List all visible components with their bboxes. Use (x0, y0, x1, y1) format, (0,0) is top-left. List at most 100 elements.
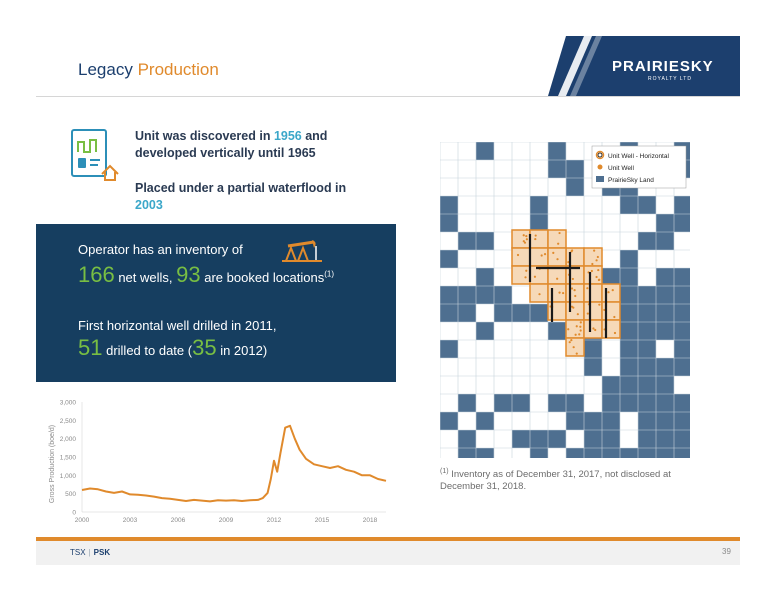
unit-well (558, 231, 561, 235)
land-parcel (476, 286, 494, 304)
unit-well (570, 287, 574, 290)
land-parcel (656, 430, 674, 448)
intro-text: Unit was discovered in (135, 129, 274, 143)
land-parcel (656, 268, 674, 286)
land-parcel (602, 430, 620, 448)
land-parcel (440, 304, 458, 322)
title-accent: Production (137, 60, 219, 79)
land-parcel (674, 268, 690, 286)
inventory-panel (36, 224, 396, 382)
ticker-separator: | (88, 548, 91, 557)
unit-well (572, 346, 575, 349)
land-parcel (638, 322, 656, 340)
unit-well (540, 254, 543, 257)
unit-well (597, 268, 600, 272)
legend-land-label: PrairieSky Land (608, 177, 654, 184)
unit-section (583, 265, 603, 285)
land-parcel (458, 286, 476, 304)
land-parcel (674, 340, 690, 358)
unit-well (579, 321, 582, 324)
unit-well (534, 237, 537, 241)
land-parcel (548, 322, 566, 340)
unit-well (538, 293, 541, 296)
unit-well (556, 258, 559, 261)
unit-well (525, 234, 528, 238)
land-parcel (476, 448, 494, 458)
unit-well (611, 289, 614, 292)
unit-well (557, 242, 560, 245)
land-parcel (620, 340, 638, 358)
production-chart: Gross Production (boe/d) 0 500 1,000 1,500 2… (49, 400, 387, 524)
land-parcel (458, 304, 476, 322)
x-tick-label: 2009 (219, 517, 234, 524)
title-main: Legacy (78, 60, 133, 79)
land-parcel (566, 160, 584, 178)
unit-well (543, 252, 547, 256)
land-parcel (656, 394, 674, 412)
intro-year: 1965 (287, 146, 316, 160)
footnote-marker: (1) (440, 468, 449, 475)
legend-horizontal-label: Unit Well - Horizontal (608, 153, 669, 160)
land-parcel (656, 304, 674, 322)
land-parcel (548, 160, 566, 178)
unit-well (522, 240, 525, 243)
unit-well (603, 308, 606, 312)
y-tick-label: 2,500 (60, 418, 77, 425)
unit-well (572, 306, 575, 309)
land-parcel (566, 412, 584, 430)
land-parcel (602, 448, 620, 458)
document-chart-icon (71, 129, 119, 181)
x-tick-label: 2006 (171, 517, 186, 524)
land-parcel (440, 340, 458, 358)
unit-section (583, 283, 603, 303)
land-parcel (548, 394, 566, 412)
land-parcel (674, 322, 690, 340)
land-parcel (494, 304, 512, 322)
land-parcel (656, 322, 674, 340)
chart-y-ticks: 0 500 1,000 1,500 2,000 2,500 3,000 (60, 400, 77, 517)
unit-well (596, 255, 599, 259)
unit-well (552, 251, 555, 254)
ticker-symbol: TSX | PSK (70, 548, 110, 557)
unit-well (613, 331, 617, 335)
land-parcel (530, 448, 548, 458)
unit-well (524, 276, 527, 279)
land-parcel (494, 286, 512, 304)
unit-well (590, 269, 593, 273)
drilled-value: 51 (78, 335, 103, 360)
unit-well (573, 289, 576, 292)
land-parcel (638, 196, 656, 214)
unit-section (511, 247, 531, 267)
land-parcel (674, 304, 690, 322)
y-tick-label: 3,000 (60, 400, 77, 407)
land-parcel (494, 394, 512, 412)
land-parcel (620, 322, 638, 340)
land-parcel (638, 340, 656, 358)
unit-well (558, 291, 561, 294)
unit-well (594, 328, 597, 332)
unit-section (529, 283, 549, 303)
land-parcel (512, 394, 530, 412)
land-parcel (566, 448, 584, 458)
land-parcel (440, 286, 458, 304)
y-tick-label: 500 (65, 491, 76, 498)
intro-year: 1956 (273, 129, 302, 143)
exchange-label: TSX (70, 548, 86, 557)
map-unit-wells (511, 229, 621, 357)
land-parcel (530, 304, 548, 322)
panel-text: are booked locations (200, 270, 325, 285)
footer-strip (36, 541, 740, 565)
land-parcel (620, 286, 638, 304)
land-parcel (512, 304, 530, 322)
header-divider (36, 96, 740, 97)
legend-horizontal-icon (595, 150, 605, 160)
legend-well-label: Unit Well (608, 165, 634, 172)
land-parcel (620, 268, 638, 286)
land-parcel (656, 412, 674, 430)
land-parcel (602, 376, 620, 394)
land-parcel (620, 250, 638, 268)
logo-subtitle: ROYALTY LTD (648, 76, 692, 82)
legend-land-icon (596, 176, 604, 182)
y-tick-label: 0 (72, 510, 76, 517)
panel-text: drilled to date ( (102, 343, 193, 358)
